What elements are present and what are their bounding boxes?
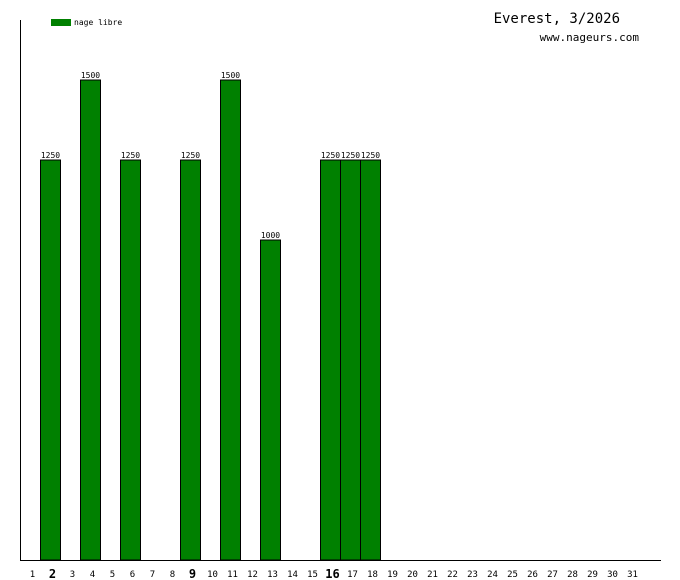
x-tick-label: 28 [567, 570, 578, 580]
x-tick-label: 30 [607, 570, 618, 580]
bar-value-label: 1250 [181, 151, 200, 160]
bar-day-13 [260, 239, 281, 561]
x-tick-label: 10 [207, 570, 218, 580]
x-tick-label: 22 [447, 570, 458, 580]
bar-value-label: 1250 [121, 151, 140, 160]
x-tick-label: 12 [247, 570, 258, 580]
bar-value-label: 1250 [341, 151, 360, 160]
legend: nage libre [51, 18, 122, 27]
x-tick-label: 27 [547, 570, 558, 580]
bar-day-16 [320, 159, 341, 561]
x-tick-label: 17 [347, 570, 358, 580]
x-tick-label: 29 [587, 570, 598, 580]
bar-value-label: 1500 [81, 71, 100, 80]
legend-label: nage libre [74, 18, 122, 27]
x-tick-label: 19 [387, 570, 398, 580]
bars-group [40, 79, 381, 561]
bar-value-label: 1250 [41, 151, 60, 160]
bar-value-label: 1500 [221, 71, 240, 80]
x-tick-label: 13 [267, 570, 278, 580]
x-tick-label: 15 [307, 570, 318, 580]
bar-day-11 [220, 79, 241, 561]
x-tick-label: 14 [287, 570, 298, 580]
x-tick-label: 5 [110, 570, 115, 580]
x-tick-label: 1 [30, 570, 35, 580]
x-tick-label: 24 [487, 570, 498, 580]
site-url: www.nageurs.com [540, 31, 640, 44]
x-tick-label: 23 [467, 570, 478, 580]
bar-day-2 [40, 159, 61, 561]
bar-day-4 [80, 79, 101, 561]
bar-value-label: 1000 [261, 231, 280, 240]
x-tick-label: 9 [189, 567, 196, 580]
x-tick-label: 25 [507, 570, 518, 580]
bar-value-label: 1250 [361, 151, 380, 160]
x-tick-label: 31 [627, 570, 638, 580]
x-tick-labels: 1 2 3 4 5 6 7 8 9 10 11 12 13 14 15 16 17 18 19 20 21 22 23 24 2… [30, 567, 638, 580]
bar-value-label: 1250 [321, 151, 340, 160]
bar-day-6 [120, 159, 141, 561]
x-tick-label: 4 [90, 570, 95, 580]
x-tick-label: 6 [130, 570, 135, 580]
x-tick-label: 18 [367, 570, 378, 580]
bar-day-18 [360, 159, 381, 561]
x-tick-label: 3 [70, 570, 75, 580]
bar-day-9 [180, 159, 201, 561]
x-tick-label: 16 [325, 567, 339, 580]
x-tick-label: 8 [170, 570, 175, 580]
x-tick-label: 2 [49, 567, 56, 580]
x-tick-label: 7 [150, 570, 155, 580]
x-tick-label: 20 [407, 570, 418, 580]
chart-title: Everest, 3/2026 [494, 11, 620, 27]
legend-swatch [51, 19, 71, 26]
x-tick-label: 26 [527, 570, 538, 580]
x-tick-label: 11 [227, 570, 238, 580]
x-tick-label: 21 [427, 570, 438, 580]
bar-day-17 [340, 159, 361, 561]
